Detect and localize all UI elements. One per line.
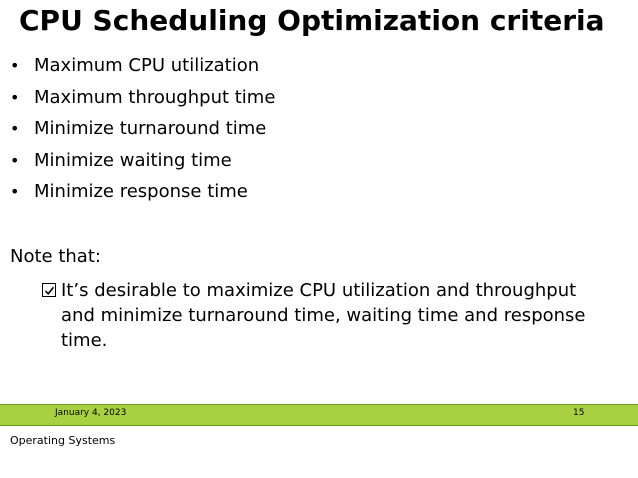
note-item: It’s desirable to maximize CPU utilizati…: [42, 278, 617, 353]
page-number: 15: [573, 408, 585, 418]
checkbox-checked-icon: [42, 283, 56, 297]
bullet-text: Minimize turnaround time: [34, 118, 267, 139]
bullet-item: • Minimize response time: [10, 181, 275, 213]
bullet-icon: •: [10, 56, 20, 75]
note-label: Note that:: [10, 246, 101, 267]
slide-title: CPU Scheduling Optimization criteria: [19, 4, 605, 37]
bullet-item: • Maximum CPU utilization: [10, 55, 275, 87]
footer-course-name: Operating Systems: [10, 434, 116, 447]
bullet-text: Maximum throughput time: [34, 86, 276, 108]
bullet-icon: •: [10, 182, 20, 201]
note-text: It’s desirable to maximize CPU utilizati…: [61, 280, 586, 351]
bullet-item: • Minimize waiting time: [10, 150, 275, 182]
bullet-icon: •: [10, 119, 20, 138]
footer-date: January 4, 2023: [55, 408, 127, 418]
bullet-text: Minimize response time: [34, 181, 248, 202]
footer-bar: January 4, 2023 15: [0, 404, 638, 426]
bullet-item: • Minimize turnaround time: [10, 118, 275, 150]
bullet-text: Minimize waiting time: [34, 149, 232, 171]
bullet-list: • Maximum CPU utilization • Maximum thro…: [10, 55, 275, 213]
bullet-icon: •: [10, 87, 20, 107]
bullet-icon: •: [10, 150, 20, 170]
bullet-item: • Maximum throughput time: [10, 87, 275, 119]
bullet-text: Maximum CPU utilization: [34, 55, 260, 76]
